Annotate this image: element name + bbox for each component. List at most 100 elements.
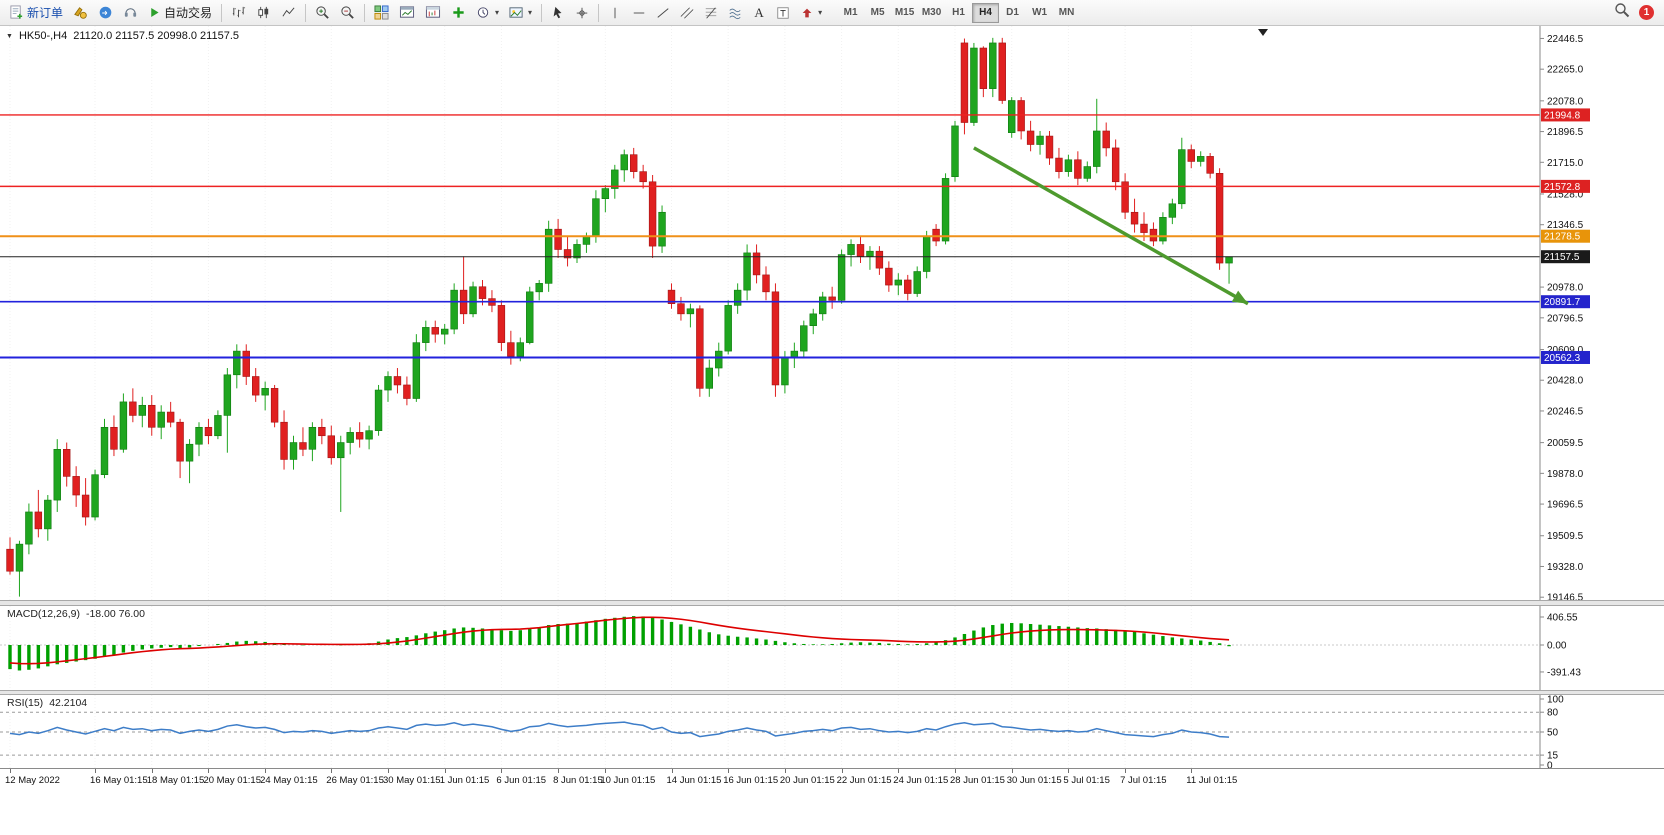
candle — [34, 511, 43, 530]
candle — [989, 42, 997, 89]
candle — [1149, 228, 1158, 242]
macd-signal-line — [9, 616, 1230, 665]
candle — [81, 494, 90, 518]
candle — [1045, 135, 1054, 159]
auto-trading-button[interactable]: 自动交易 — [143, 2, 217, 24]
candle — [384, 376, 392, 391]
timeframe-m5[interactable]: M5 — [870, 7, 885, 18]
x-axis-label: 1 Jun 01:15 — [439, 775, 490, 786]
candle — [337, 442, 345, 459]
crosshair-button[interactable] — [570, 2, 594, 24]
rsi-axis-label: 80 — [1547, 708, 1559, 719]
market-button[interactable] — [68, 2, 93, 24]
price-axis-label: 20428.0 — [1547, 376, 1584, 387]
period-button[interactable]: ▾ — [471, 2, 504, 24]
auto-trading-icon — [148, 6, 161, 19]
candle — [667, 289, 676, 304]
chart-header: ▼ HK50-,H4 21120.0 21157.5 20998.0 21157… — [6, 30, 239, 42]
panel-splitter[interactable] — [0, 600, 1664, 606]
candle — [1102, 130, 1110, 149]
timeframe-m30[interactable]: M30 — [921, 7, 942, 18]
candle — [148, 404, 156, 428]
template-button[interactable]: ▾ — [504, 2, 537, 24]
toolbar-separator — [221, 3, 223, 22]
x-axis-tick — [898, 769, 900, 773]
candle — [1140, 223, 1148, 233]
price-badge — [1541, 179, 1590, 193]
price-axis-label: 21346.5 — [1547, 220, 1584, 231]
candle — [72, 476, 80, 496]
tile-windows-button[interactable] — [369, 2, 394, 24]
candle — [440, 328, 449, 335]
signals-button[interactable] — [93, 2, 118, 24]
macd-values: -18.00 76.00 — [85, 608, 145, 620]
timeframe-h4[interactable]: H4 — [972, 2, 1000, 23]
candlestick-chart-button[interactable] — [251, 2, 276, 24]
candle — [422, 327, 430, 343]
price-axis-label: 19878.0 — [1547, 469, 1584, 480]
timeframe-m1[interactable]: M1 — [843, 7, 858, 18]
candlestick-chart-icon — [256, 5, 271, 20]
channel-button[interactable] — [675, 2, 699, 24]
candle — [412, 342, 421, 399]
rsi-axis-label: 15 — [1547, 751, 1559, 762]
x-axis-tick — [558, 769, 560, 773]
timeframe-d1[interactable]: D1 — [1006, 7, 1019, 18]
collapse-triangle-icon[interactable]: ▼ — [6, 32, 13, 40]
rsi-panel-canvas[interactable]: 100 80 50 150 — [0, 695, 1664, 768]
candle — [639, 171, 647, 183]
horizontal-line-button[interactable] — [627, 2, 651, 24]
label-button[interactable] — [771, 2, 795, 24]
candle — [696, 308, 704, 389]
timeframe-m15[interactable]: M15 — [894, 7, 915, 18]
candle — [629, 154, 638, 172]
trendline-button[interactable] — [651, 2, 675, 24]
search-icon[interactable] — [1614, 2, 1630, 23]
candle — [119, 401, 128, 450]
price-axis-label: 22265.0 — [1547, 65, 1584, 76]
rsi-value: 42.2104 — [49, 697, 88, 709]
bars-chart-button[interactable] — [226, 2, 251, 24]
vertical-line-button[interactable] — [603, 2, 627, 24]
rsi-axis-label: 100 — [1547, 695, 1564, 706]
panel-splitter[interactable] — [0, 690, 1664, 695]
x-axis-tick — [605, 769, 607, 773]
fibonacci-button[interactable] — [699, 2, 723, 24]
zoom-in-button[interactable] — [310, 2, 335, 24]
x-axis-label: 11 Jul 01:15 — [1186, 775, 1238, 786]
date-axis[interactable]: 12 May 2022 16 May 01:15 18 May 01:15 20 Ma… — [0, 768, 1664, 794]
timeframe-mn[interactable]: MN — [1058, 7, 1075, 18]
price-axis-label: 21528.0 — [1547, 189, 1584, 200]
timeframe-h1[interactable]: H1 — [952, 7, 965, 18]
timeframe-w1[interactable]: W1 — [1032, 7, 1048, 18]
new-order-button[interactable]: 新订单 — [4, 2, 68, 24]
waves-button[interactable] — [723, 2, 747, 24]
notification-badge[interactable]: 1 — [1639, 5, 1654, 20]
main-chart-canvas[interactable]: 22446.5 22265.0 22078.0 21896.5 21715.0 21528… — [0, 26, 1664, 600]
cursor-button[interactable] — [546, 2, 570, 24]
x-axis-tick — [501, 769, 503, 773]
macd-panel-canvas[interactable]: 406.55 0.00 -391.43 — [0, 606, 1664, 690]
candle — [365, 430, 373, 440]
new-chart-button[interactable] — [420, 2, 446, 24]
line-chart-button[interactable] — [276, 2, 301, 24]
chart-window-button[interactable] — [394, 2, 420, 24]
candle — [1130, 211, 1139, 225]
arrows-button[interactable]: ▾ — [795, 2, 827, 24]
price-axis-label: 20978.0 — [1547, 283, 1584, 294]
candle — [157, 411, 165, 428]
candle — [1206, 156, 1214, 174]
text-button[interactable]: A — [747, 2, 771, 24]
vps-button[interactable] — [118, 2, 143, 24]
toolbar-separator — [364, 3, 366, 22]
add-indicator-button[interactable] — [446, 2, 471, 24]
market-icon — [73, 5, 88, 20]
zoom-out-button[interactable] — [335, 2, 360, 24]
price-axis-label: 20609.0 — [1547, 345, 1584, 356]
candle — [828, 296, 836, 301]
x-axis-label: 18 May 01:15 — [146, 775, 205, 786]
chart-shift-marker[interactable] — [1258, 29, 1268, 36]
x-axis-tick — [1191, 769, 1193, 773]
candle — [318, 426, 326, 437]
candle — [752, 252, 761, 276]
